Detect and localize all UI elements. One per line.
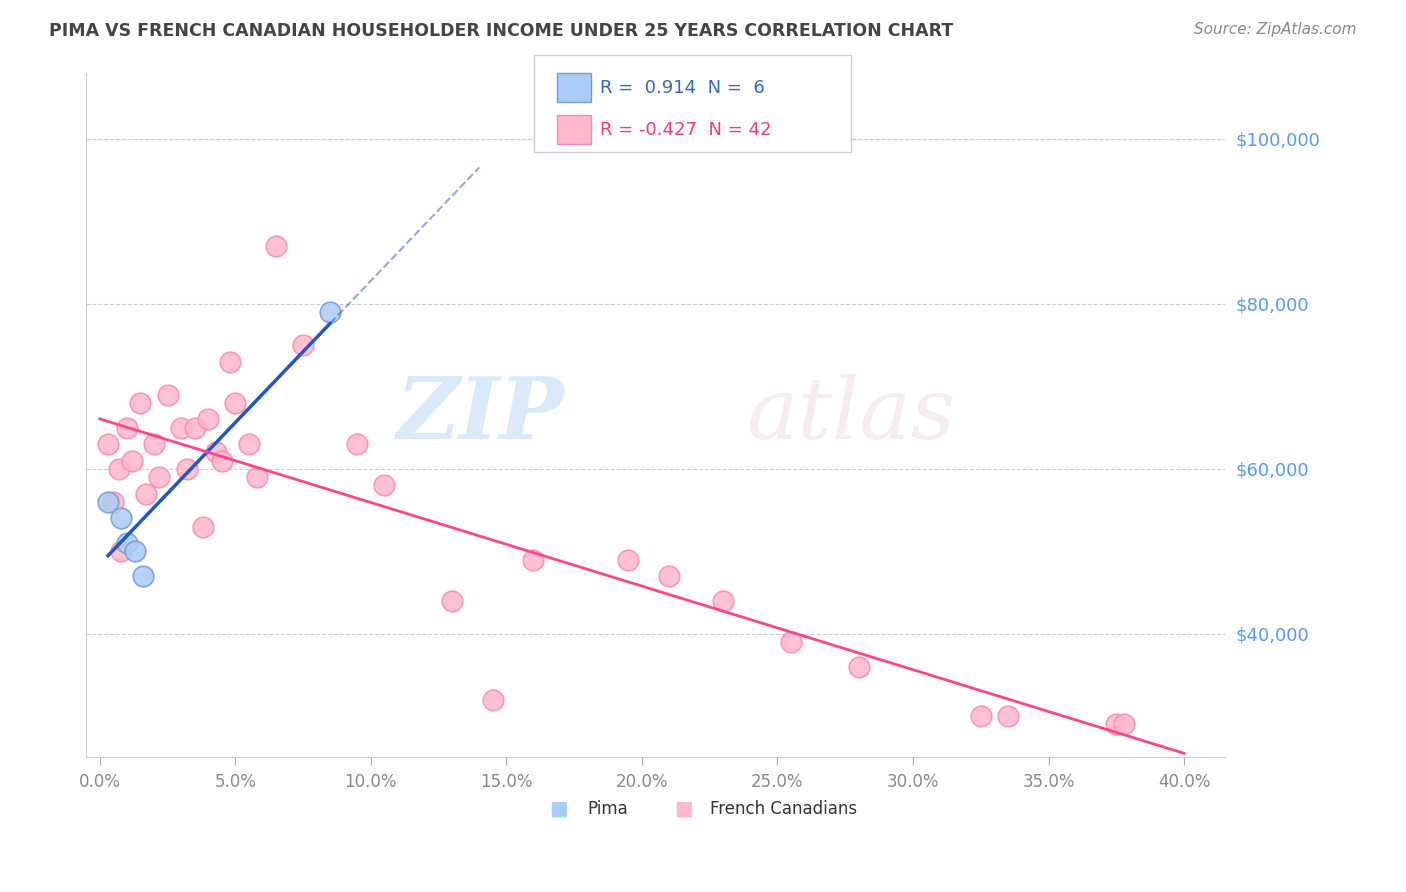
Point	[441, 594, 464, 608]
Point	[246, 470, 269, 484]
Point	[148, 470, 170, 484]
Text: R = -0.427  N = 42: R = -0.427 N = 42	[600, 120, 772, 138]
Point	[238, 437, 260, 451]
Text: Source: ZipAtlas.com: Source: ZipAtlas.com	[1194, 22, 1357, 37]
Point	[97, 495, 120, 509]
Text: atlas: atlas	[747, 374, 956, 457]
Point	[373, 478, 395, 492]
Point	[1114, 717, 1136, 731]
Point	[219, 354, 242, 368]
Point	[205, 445, 228, 459]
Point	[143, 437, 166, 451]
Text: PIMA VS FRENCH CANADIAN HOUSEHOLDER INCOME UNDER 25 YEARS CORRELATION CHART: PIMA VS FRENCH CANADIAN HOUSEHOLDER INCO…	[49, 22, 953, 40]
Point	[135, 486, 157, 500]
Text: ▪: ▪	[548, 794, 569, 823]
Text: ZIP: ZIP	[396, 374, 564, 457]
Point	[103, 495, 125, 509]
Text: Pima: Pima	[588, 800, 628, 818]
Y-axis label: Householder Income Under 25 years: Householder Income Under 25 years	[0, 263, 8, 567]
Point	[107, 462, 129, 476]
Point	[156, 387, 179, 401]
Point	[658, 569, 681, 583]
Text: French Canadians: French Canadians	[710, 800, 858, 818]
Point	[132, 569, 155, 583]
Point	[224, 396, 246, 410]
Point	[191, 519, 214, 533]
Point	[780, 635, 803, 649]
Point	[115, 420, 138, 434]
Point	[211, 453, 233, 467]
Point	[264, 239, 287, 253]
Point	[522, 552, 544, 566]
Point	[970, 709, 993, 723]
Point	[617, 552, 640, 566]
Point	[1105, 717, 1128, 731]
Point	[997, 709, 1019, 723]
Point	[711, 594, 734, 608]
Point	[176, 462, 198, 476]
Point	[197, 412, 219, 426]
Text: R =  0.914  N =  6: R = 0.914 N = 6	[600, 78, 765, 96]
Point	[97, 437, 120, 451]
Point	[110, 544, 132, 558]
Point	[124, 544, 146, 558]
Point	[110, 511, 132, 525]
Point	[292, 338, 315, 352]
Point	[319, 305, 342, 319]
Text: ▪: ▪	[673, 794, 695, 823]
Point	[129, 396, 152, 410]
Point	[121, 453, 143, 467]
Point	[170, 420, 193, 434]
Point	[346, 437, 368, 451]
Point	[482, 692, 505, 706]
Point	[848, 659, 870, 673]
Point	[115, 536, 138, 550]
Point	[183, 420, 205, 434]
